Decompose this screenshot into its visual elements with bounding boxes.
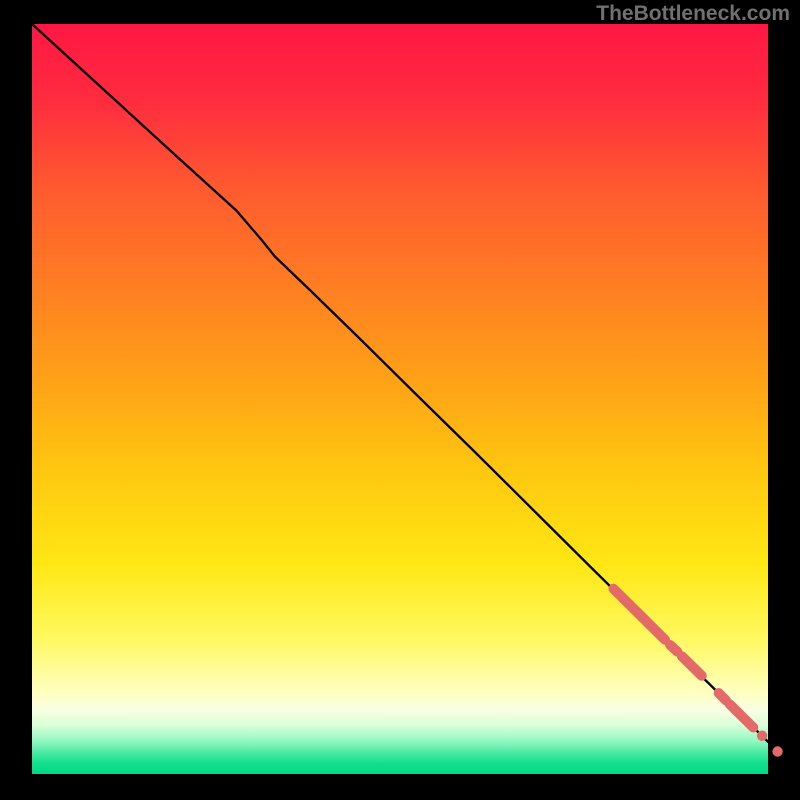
plot-area-gradient [32,24,768,774]
marker-dot [757,731,767,741]
marker-strip [670,645,677,652]
chart-stage: TheBottleneck.com [0,0,800,800]
marker-strip [719,693,726,701]
marker-dot [772,746,782,756]
chart-svg [0,0,800,800]
watermark-text: TheBottleneck.com [596,2,790,26]
